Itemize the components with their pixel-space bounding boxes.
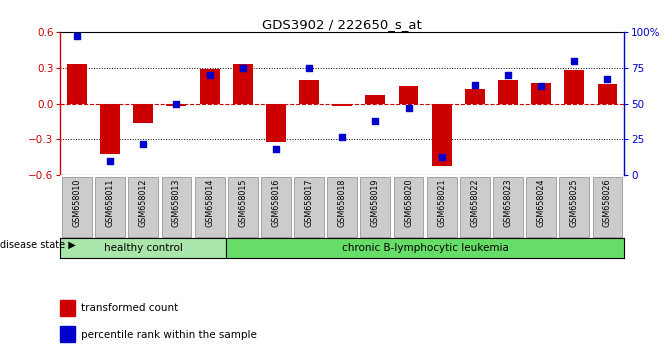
Text: GSM658025: GSM658025 (570, 178, 579, 227)
Bar (100, 104, 120, 154)
FancyBboxPatch shape (294, 177, 324, 237)
Point (270, 147, 281, 152)
Text: GSM658015: GSM658015 (238, 178, 247, 227)
Bar (431, 104, 452, 166)
FancyBboxPatch shape (162, 177, 191, 237)
Bar (465, 89, 484, 104)
Text: GSM658021: GSM658021 (437, 178, 446, 227)
Bar (166, 104, 187, 106)
Point (171, 101, 182, 107)
Point (204, 72, 215, 78)
Bar (597, 85, 617, 104)
Point (370, 118, 380, 124)
Text: GSM658022: GSM658022 (470, 178, 479, 227)
Text: GSM658018: GSM658018 (338, 178, 347, 227)
Text: chronic B-lymphocytic leukemia: chronic B-lymphocytic leukemia (342, 244, 509, 253)
Point (238, 65, 248, 70)
Text: percentile rank within the sample: percentile rank within the sample (81, 330, 256, 339)
Text: GSM658010: GSM658010 (72, 178, 81, 227)
Bar (60, 238, 226, 258)
FancyBboxPatch shape (560, 177, 589, 237)
Text: GSM658014: GSM658014 (205, 178, 214, 227)
Text: GSM658019: GSM658019 (371, 178, 380, 227)
FancyBboxPatch shape (427, 177, 456, 237)
Text: healthy control: healthy control (104, 244, 183, 253)
FancyBboxPatch shape (228, 177, 258, 237)
FancyBboxPatch shape (460, 177, 490, 237)
Text: GSM658017: GSM658017 (305, 178, 313, 227)
FancyBboxPatch shape (526, 177, 556, 237)
Point (105, 158, 115, 164)
FancyBboxPatch shape (95, 177, 125, 237)
Bar (200, 69, 219, 104)
Text: GSM658011: GSM658011 (105, 178, 115, 227)
Title: GDS3902 / 222650_s_at: GDS3902 / 222650_s_at (262, 18, 422, 31)
Bar (134, 104, 153, 123)
Point (602, 76, 613, 82)
Text: GSM658013: GSM658013 (172, 178, 181, 227)
FancyBboxPatch shape (195, 177, 225, 237)
Point (337, 134, 348, 139)
FancyBboxPatch shape (261, 177, 291, 237)
Point (138, 141, 149, 147)
Point (403, 105, 414, 111)
Text: GSM658016: GSM658016 (271, 178, 280, 227)
Point (503, 72, 513, 78)
Point (470, 82, 480, 88)
FancyBboxPatch shape (360, 177, 391, 237)
Bar (266, 104, 286, 142)
Text: disease state ▶: disease state ▶ (0, 240, 76, 250)
Bar (564, 70, 584, 104)
Point (535, 84, 546, 89)
Text: GSM658023: GSM658023 (503, 178, 513, 227)
FancyBboxPatch shape (128, 177, 158, 237)
FancyBboxPatch shape (394, 177, 423, 237)
Bar (366, 95, 385, 104)
Bar (299, 80, 319, 104)
Bar (399, 86, 419, 104)
FancyBboxPatch shape (327, 177, 357, 237)
FancyBboxPatch shape (493, 177, 523, 237)
Point (569, 58, 580, 63)
FancyBboxPatch shape (62, 177, 92, 237)
Bar (332, 104, 352, 106)
Text: GSM658026: GSM658026 (603, 178, 612, 227)
Text: GSM658020: GSM658020 (404, 178, 413, 227)
Bar (233, 64, 253, 104)
Bar (498, 80, 518, 104)
Point (436, 154, 447, 159)
Bar (531, 83, 551, 104)
Bar (67, 64, 87, 104)
Text: GSM658012: GSM658012 (139, 178, 148, 227)
Text: transformed count: transformed count (81, 303, 178, 313)
FancyBboxPatch shape (592, 177, 623, 237)
Point (72, 33, 83, 39)
Bar (226, 238, 624, 258)
Point (304, 65, 315, 70)
Text: GSM658024: GSM658024 (537, 178, 546, 227)
